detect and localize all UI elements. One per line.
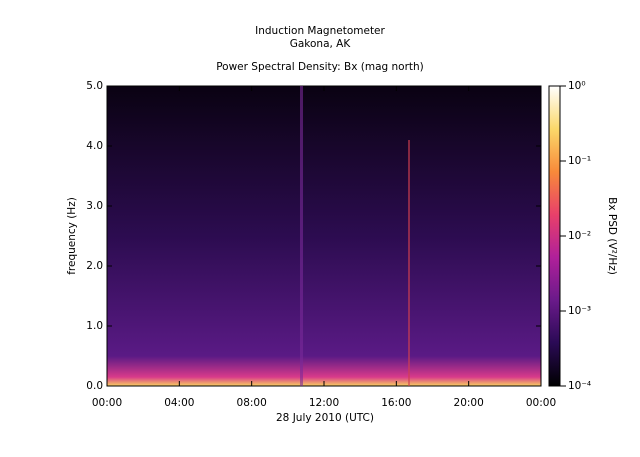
x-tick-label: 08:00 bbox=[237, 397, 267, 409]
colorbar-tick-label: 10⁻² bbox=[568, 230, 591, 242]
y-tick-label: 3.0 bbox=[86, 200, 103, 212]
y-tick-label: 5.0 bbox=[86, 80, 103, 92]
y-tick-label: 2.0 bbox=[86, 260, 103, 272]
chart-subtitle: Gakona, AK bbox=[290, 38, 352, 50]
y-tick-label: 0.0 bbox=[86, 380, 103, 392]
x-tick-label: 12:00 bbox=[309, 397, 339, 409]
chart-title: Induction Magnetometer bbox=[255, 25, 385, 37]
x-tick-label: 20:00 bbox=[454, 397, 484, 409]
y-tick-label: 1.0 bbox=[86, 320, 103, 332]
x-tick-label: 00:00 bbox=[526, 397, 556, 409]
colorbar-tick-label: 10⁻³ bbox=[568, 305, 591, 317]
colorbar-tick-label: 10⁻⁴ bbox=[568, 380, 591, 392]
colorbar-label: Bx PSD (V²/Hz) bbox=[606, 197, 618, 275]
colorbar-tick-label: 10⁰ bbox=[568, 80, 586, 92]
y-tick-label: 4.0 bbox=[86, 140, 103, 152]
streak bbox=[408, 140, 410, 386]
streak bbox=[300, 86, 303, 386]
colorbar bbox=[548, 85, 561, 387]
x-tick-label: 16:00 bbox=[381, 397, 411, 409]
x-axis-label: 28 July 2010 (UTC) bbox=[276, 412, 374, 424]
plot-title: Power Spectral Density: Bx (mag north) bbox=[216, 61, 424, 73]
x-tick-label: 00:00 bbox=[92, 397, 122, 409]
spectrogram-image bbox=[106, 85, 542, 387]
x-tick-label: 04:00 bbox=[164, 397, 194, 409]
y-axis-label: frequency (Hz) bbox=[66, 197, 78, 275]
colorbar-tick-label: 10⁻¹ bbox=[568, 155, 591, 167]
